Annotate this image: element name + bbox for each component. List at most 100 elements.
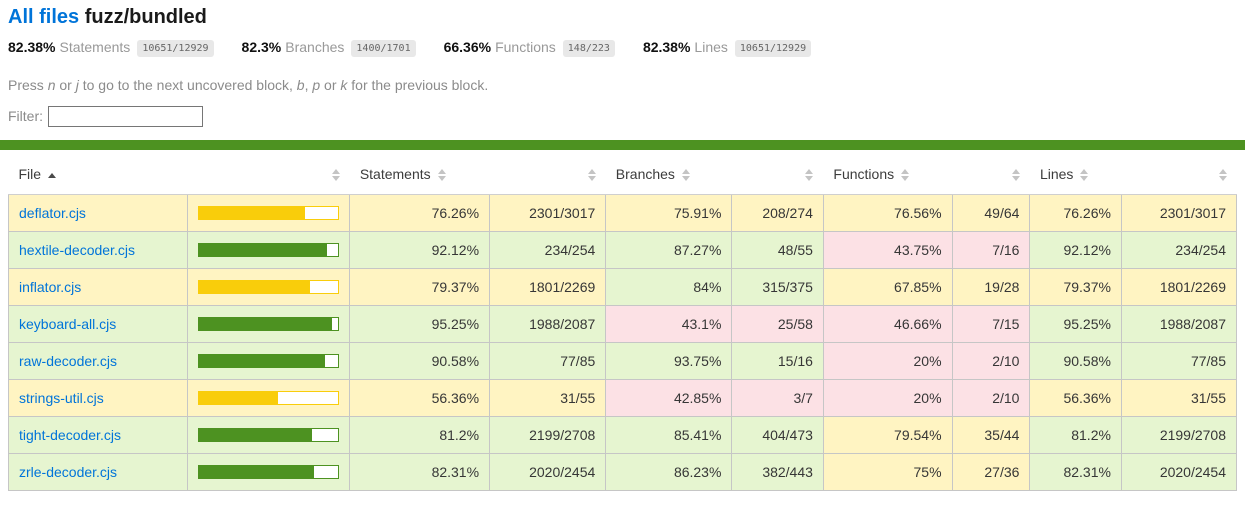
file-link[interactable]: inflator.cjs — [19, 279, 82, 295]
branches-fraction-cell: 48/55 — [731, 231, 824, 269]
stat-label: Statements — [59, 39, 131, 55]
column-header-label: Branches — [615, 166, 675, 182]
coverage-bar-cell — [187, 268, 351, 306]
lines-fraction-cell: 234/254 — [1120, 231, 1238, 269]
sort-arrows-icon[interactable] — [1218, 169, 1227, 182]
coverage-bar-fill — [199, 466, 314, 478]
sort-arrows-icon[interactable] — [681, 169, 690, 182]
sort-arrows-icon[interactable] — [331, 169, 340, 182]
coverage-table: File Statements Branches Functions Lines def… — [7, 154, 1238, 491]
table-row: inflator.cjs 79.37% 1801/2269 84% 315/375 67.… — [7, 268, 1238, 306]
functions-fraction-cell: 27/36 — [951, 453, 1031, 491]
coverage-bar — [198, 317, 340, 331]
statements-fraction-cell: 2301/3017 — [489, 194, 607, 232]
table-body: deflator.cjs 76.26% 2301/3017 75.91% 208/274… — [7, 194, 1238, 491]
column-header-lines-pct[interactable]: Lines — [1029, 154, 1122, 195]
sort-ascending-icon[interactable] — [48, 172, 57, 178]
column-header-file[interactable]: File — [8, 154, 188, 195]
statements-pct-cell: 76.26% — [349, 194, 491, 232]
file-link[interactable]: keyboard-all.cjs — [19, 316, 117, 332]
branches-pct-cell: 42.85% — [605, 379, 733, 417]
column-header-picture[interactable] — [187, 154, 350, 195]
statements-pct-cell: 92.12% — [349, 231, 491, 269]
sort-arrows-icon[interactable] — [1080, 169, 1089, 182]
column-header-branches-abs[interactable] — [731, 154, 824, 195]
branches-fraction-cell: 208/274 — [731, 194, 824, 232]
coverage-bar-fill — [199, 281, 310, 293]
file-link[interactable]: raw-decoder.cjs — [19, 353, 118, 369]
functions-pct-cell: 46.66% — [822, 305, 953, 343]
functions-pct-cell: 43.75% — [822, 231, 953, 269]
functions-pct-cell: 67.85% — [822, 268, 953, 306]
stat-pct: 82.3% — [241, 39, 282, 55]
lines-pct-cell: 95.25% — [1029, 305, 1122, 343]
column-header-lines-abs[interactable] — [1121, 154, 1237, 195]
coverage-bar — [198, 354, 340, 368]
column-header-statements-pct[interactable]: Statements — [349, 154, 490, 195]
statements-fraction-cell: 77/85 — [489, 342, 607, 380]
sort-arrows-icon[interactable] — [587, 169, 596, 182]
sort-arrows-icon[interactable] — [437, 169, 446, 182]
file-link[interactable]: zrle-decoder.cjs — [19, 464, 118, 480]
sort-arrows-icon[interactable] — [1011, 169, 1020, 182]
lines-pct-cell: 81.2% — [1029, 416, 1122, 454]
functions-pct-cell: 79.54% — [822, 416, 953, 454]
lines-fraction-cell: 31/55 — [1120, 379, 1238, 417]
functions-fraction-cell: 35/44 — [951, 416, 1031, 454]
column-header-label: File — [18, 166, 42, 182]
page-header: All files fuzz/bundled 82.38% Statements 1… — [8, 6, 1237, 127]
column-header-functions-abs[interactable] — [952, 154, 1030, 195]
statements-fraction-cell: 2199/2708 — [489, 416, 607, 454]
functions-pct-cell: 20% — [822, 379, 953, 417]
statements-pct-cell: 82.31% — [349, 453, 491, 491]
stat-item: 66.36% Functions 148/223 — [444, 39, 615, 57]
table-row: zrle-decoder.cjs 82.31% 2020/2454 86.23% 382… — [7, 453, 1238, 491]
stat-fraction: 148/223 — [562, 40, 615, 57]
stat-item: 82.38% Statements 10651/12929 — [8, 39, 214, 57]
lines-fraction-cell: 1988/2087 — [1120, 305, 1238, 343]
branches-pct-cell: 75.91% — [605, 194, 733, 232]
coverage-bar-cell — [187, 231, 351, 269]
functions-fraction-cell: 7/15 — [951, 305, 1031, 343]
sort-arrows-icon[interactable] — [901, 169, 910, 182]
functions-fraction-cell: 2/10 — [951, 379, 1031, 417]
branches-fraction-cell: 382/443 — [731, 453, 824, 491]
stat-pct: 82.38% — [8, 39, 56, 55]
lines-pct-cell: 82.31% — [1029, 453, 1122, 491]
branches-fraction-cell: 25/58 — [731, 305, 824, 343]
statements-fraction-cell: 31/55 — [489, 379, 607, 417]
file-link[interactable]: deflator.cjs — [19, 205, 86, 221]
branches-fraction-cell: 404/473 — [731, 416, 824, 454]
stat-label: Lines — [694, 39, 728, 55]
lines-fraction-cell: 1801/2269 — [1120, 268, 1238, 306]
lines-pct-cell: 56.36% — [1029, 379, 1122, 417]
column-header-statements-abs[interactable] — [489, 154, 606, 195]
coverage-bar-cell — [187, 194, 351, 232]
hint-key: p — [312, 77, 321, 93]
coverage-bar-fill — [199, 355, 326, 367]
sort-arrows-icon[interactable] — [805, 169, 814, 182]
coverage-bar — [198, 280, 340, 294]
file-link[interactable]: strings-util.cjs — [19, 390, 104, 406]
file-link[interactable]: hextile-decoder.cjs — [19, 242, 135, 258]
stat-item: 82.3% Branches 1400/1701 — [241, 39, 416, 57]
statements-fraction-cell: 1988/2087 — [489, 305, 607, 343]
filter-input[interactable] — [48, 106, 203, 127]
column-header-functions-pct[interactable]: Functions — [823, 154, 953, 195]
branches-pct-cell: 86.23% — [605, 453, 733, 491]
coverage-bar-fill — [199, 392, 278, 404]
coverage-bar — [198, 391, 340, 405]
column-header-label: Statements — [359, 166, 431, 182]
column-header-branches-pct[interactable]: Branches — [605, 154, 732, 195]
table-row: hextile-decoder.cjs 92.12% 234/254 87.27% 48… — [7, 231, 1238, 269]
all-files-link[interactable]: All files — [8, 6, 80, 28]
functions-pct-cell: 20% — [822, 342, 953, 380]
hint-key: k — [340, 77, 348, 93]
file-link[interactable]: tight-decoder.cjs — [19, 427, 121, 443]
table-header-row: File Statements Branches Functions Lines — [8, 154, 1237, 195]
stat-label: Functions — [495, 39, 556, 55]
branches-pct-cell: 43.1% — [605, 305, 733, 343]
functions-pct-cell: 75% — [822, 453, 953, 491]
branches-fraction-cell: 315/375 — [731, 268, 824, 306]
statements-pct-cell: 81.2% — [349, 416, 491, 454]
